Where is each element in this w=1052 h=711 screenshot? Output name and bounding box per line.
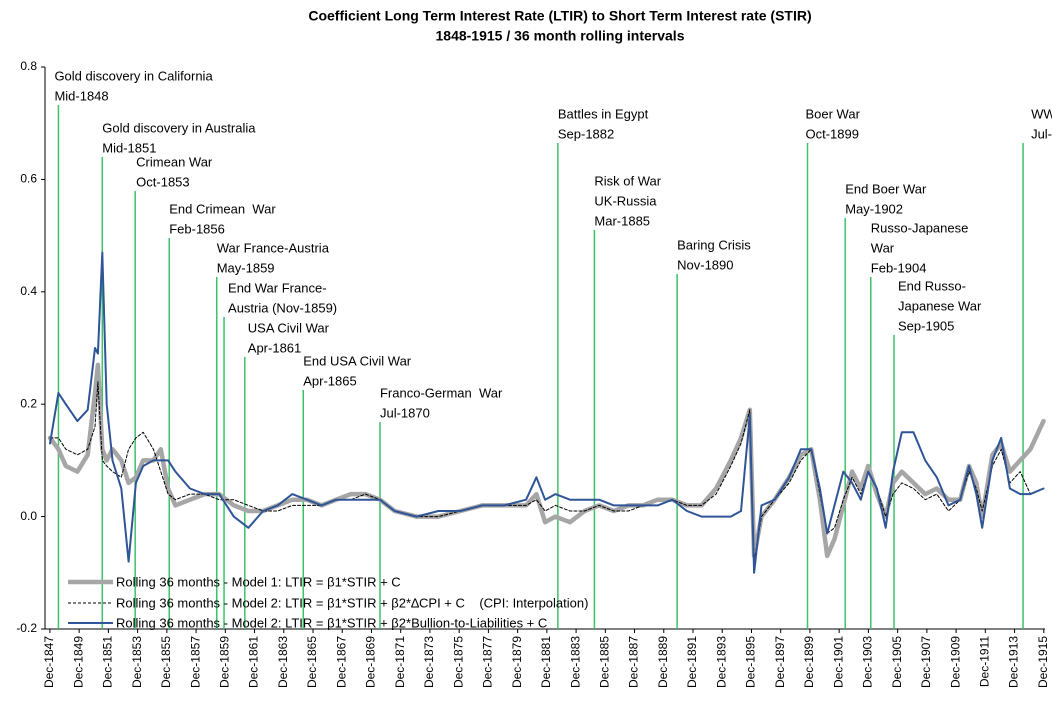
event-label: Japanese War [898,298,982,313]
event-label: Battles in Egypt [558,106,649,121]
x-tick-label: Dec-1905 [890,636,904,688]
event-label: Gold discovery in California [54,68,213,83]
event-label: Sep-1905 [898,318,954,333]
y-tick-label: 0.4 [20,284,37,298]
event-label: Baring Crisis [677,237,751,252]
event-label: Russo-Japanese [871,220,969,235]
event-label: May-1902 [845,201,903,216]
x-tick-label: Dec-1859 [217,636,231,688]
event-label: Apr-1865 [303,373,356,388]
x-tick-label: Dec-1889 [656,636,670,688]
event-label: End War France- [228,280,326,295]
event-label: Mid-1848 [54,88,108,103]
event-label: Feb-1856 [169,221,225,236]
x-tick-label: Dec-1891 [685,636,699,688]
x-tick-label: Dec-1875 [451,636,465,688]
y-tick-label: 0.6 [20,172,37,186]
event-label: USA Civil War [248,320,330,335]
x-tick-label: Dec-1851 [101,636,115,688]
x-tick-label: Dec-1853 [130,636,144,688]
x-tick-label: Dec-1897 [773,636,787,688]
x-tick-label: Dec-1869 [364,636,378,688]
x-tick-label: Dec-1893 [714,636,728,688]
event-label: May-1859 [217,260,275,275]
series-line [49,251,1045,574]
x-tick-label: Dec-1865 [305,636,319,688]
x-tick-label: Dec-1903 [861,636,875,688]
event-label: Mar-1885 [594,213,650,228]
event-label: Sep-1882 [558,126,614,141]
x-tick-label: Dec-1855 [159,636,173,688]
event-label: Franco-German War [380,385,503,400]
x-tick-label: Dec-1911 [977,636,991,687]
event-label: Oct-1899 [805,126,858,141]
event-label: Crimean War [136,154,213,169]
event-label: End Russo- [898,278,966,293]
chart-subtitle: 1848-1915 / 36 month rolling intervals [436,28,685,44]
x-tick-label: Dec-1913 [1007,636,1021,688]
legend-label: Rolling 36 months - Model 1: LTIR = β1*S… [116,574,401,589]
x-tick-label: Dec-1895 [744,636,758,688]
x-tick-label: Dec-1863 [276,636,290,688]
x-tick-label: Dec-1873 [422,636,436,688]
x-tick-label: Dec-1909 [948,636,962,688]
x-tick-label: Dec-1881 [539,636,553,688]
event-label: War [871,240,895,255]
x-tick-label: Dec-1899 [802,636,816,688]
x-tick-label: Dec-1847 [42,636,56,688]
x-tick-label: Dec-1883 [568,636,582,688]
event-label: End Boer War [845,181,927,196]
x-tick-label: Dec-1849 [71,636,85,688]
x-tick-label: Dec-1901 [831,636,845,688]
y-tick-label: -0.2 [16,621,37,635]
event-label: War France-Austria [217,240,330,255]
series-line [49,381,1044,563]
x-tick-label: Dec-1867 [334,636,348,688]
event-label: Austria (Nov-1859) [228,300,337,315]
x-tick-label: Dec-1871 [393,636,407,688]
event-label: Jul-1914 [1031,126,1052,141]
event-label: End USA Civil War [303,353,412,368]
legend-label: Rolling 36 months - Model 2: LTIR = β1*S… [116,615,547,630]
x-tick-label: Dec-1885 [597,636,611,688]
x-tick-label: Dec-1915 [1036,636,1050,688]
event-label: Feb-1904 [871,260,927,275]
x-tick-label: Dec-1877 [481,636,495,688]
chart-title: Coefficient Long Term Interest Rate (LTI… [308,8,811,24]
event-label: Gold discovery in Australia [102,120,256,135]
event-label: End Crimean War [169,201,276,216]
event-label: Oct-1853 [136,174,189,189]
x-tick-label: Dec-1857 [188,636,202,688]
event-label: Nov-1890 [677,257,733,272]
event-label: Boer War [805,106,860,121]
event-label: Risk of War [594,173,661,188]
y-tick-label: 0.2 [20,396,37,410]
x-tick-label: Dec-1887 [627,636,641,688]
x-tick-label: Dec-1879 [510,636,524,688]
legend-label: Rolling 36 months - Model 2: LTIR = β1*S… [116,595,588,610]
x-tick-label: Dec-1907 [919,636,933,688]
event-label: WWI [1031,106,1052,121]
x-tick-label: Dec-1861 [247,636,261,688]
event-label: Apr-1861 [248,340,301,355]
event-label: Jul-1870 [380,405,430,420]
event-label: UK-Russia [594,193,657,208]
y-tick-label: 0.0 [20,509,37,523]
event-label: Mid-1851 [102,140,156,155]
y-tick-label: 0.8 [20,59,37,73]
